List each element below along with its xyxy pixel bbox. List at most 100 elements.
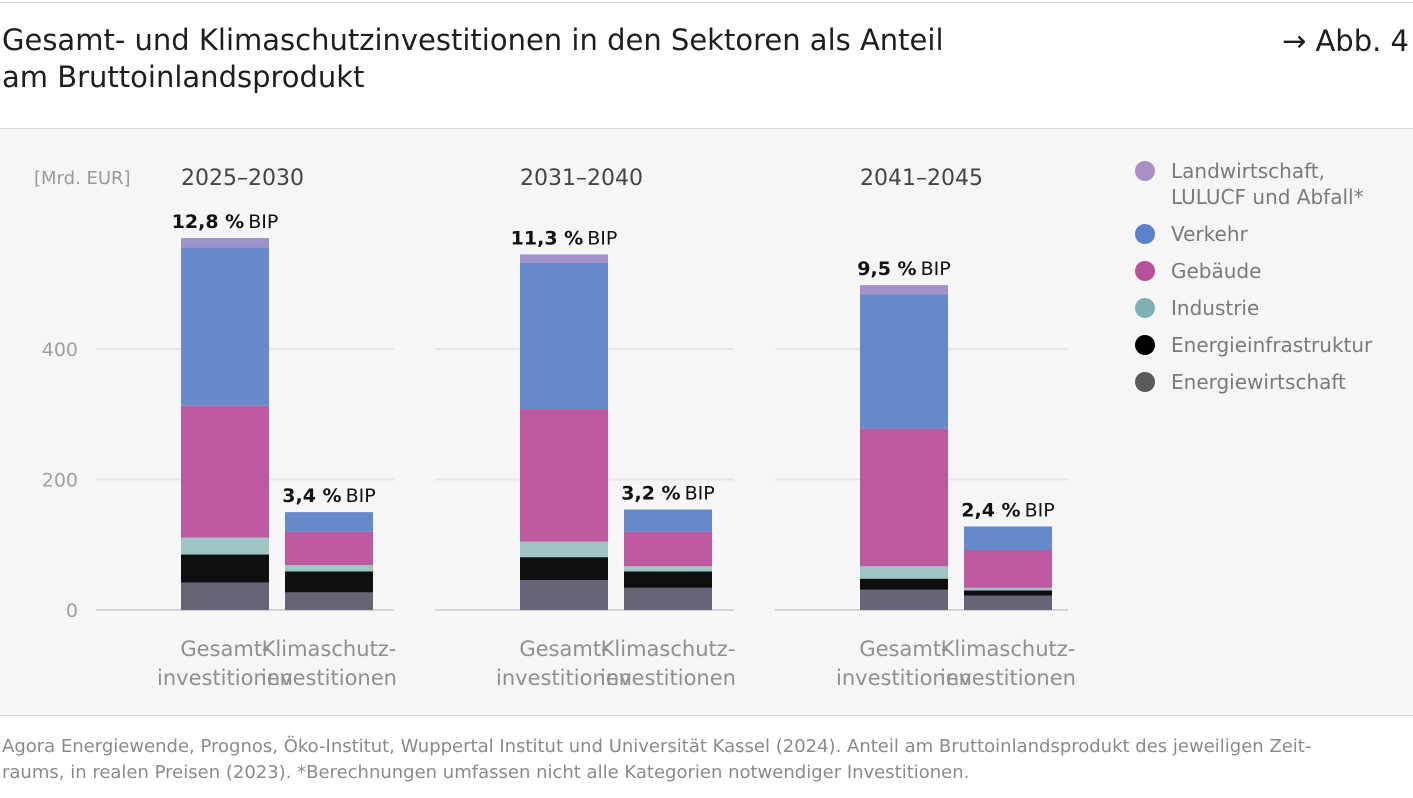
bip-label: 3,4 % BIP bbox=[282, 485, 375, 507]
x-category-label: investitionen bbox=[940, 666, 1076, 690]
x-category-label: Gesamt- bbox=[180, 637, 269, 661]
bip-value: 2,4 % bbox=[961, 499, 1020, 521]
source-footer: Agora Energiewende, Prognos, Öko-Institu… bbox=[2, 734, 1407, 786]
legend-label-line: Energieinfrastruktur bbox=[1171, 333, 1373, 357]
bar-segment-energiewirtschaft bbox=[520, 579, 608, 610]
bip-value: 3,4 % bbox=[282, 485, 341, 507]
x-category-label: Gesamt- bbox=[519, 637, 608, 661]
chart-title: Gesamt- und Klimaschutzinvestitionen in … bbox=[2, 22, 1082, 96]
bar-segment-verkehr bbox=[964, 526, 1052, 550]
bar-segment-verkehr bbox=[624, 509, 712, 532]
bar-segment-landwirtschaft bbox=[181, 238, 269, 248]
bar-segment-gebäude bbox=[624, 531, 712, 567]
x-category-label: Gesamt- bbox=[859, 637, 948, 661]
legend-item-verkehr: Verkehr bbox=[1133, 221, 1413, 247]
bip-label: 9,5 % BIP bbox=[857, 258, 950, 280]
period-label: 2025–2030 bbox=[181, 166, 304, 191]
bar-segment-energieinfrastruktur bbox=[860, 578, 948, 590]
bip-label: 11,3 % BIP bbox=[511, 227, 618, 249]
bar-segment-industrie bbox=[964, 587, 1052, 591]
bip-suffix: BIP bbox=[587, 227, 617, 249]
bar-segment-verkehr bbox=[285, 512, 373, 532]
bip-label: 3,2 % BIP bbox=[621, 483, 714, 505]
bip-value: 3,2 % bbox=[621, 483, 680, 505]
bar-segment-gebäude bbox=[520, 409, 608, 542]
bar-segment-energiewirtschaft bbox=[860, 589, 948, 610]
y-tick-label: 400 bbox=[42, 339, 78, 361]
bar-segment-verkehr bbox=[520, 262, 608, 410]
bar-segment-energiewirtschaft bbox=[624, 587, 712, 610]
legend-swatch bbox=[1135, 298, 1155, 318]
bip-value: 9,5 % bbox=[857, 258, 916, 280]
legend-label-line: Landwirtschaft, bbox=[1171, 159, 1325, 183]
bip-suffix: BIP bbox=[248, 211, 278, 233]
bar-segment-industrie bbox=[285, 564, 373, 572]
source-line-2: raums, in realen Preisen (2023). *Berech… bbox=[2, 762, 970, 783]
y-tick-label: 200 bbox=[42, 470, 78, 492]
bar-segment-verkehr bbox=[860, 294, 948, 429]
chart-title-line-2: am Bruttoinlandsprodukt bbox=[2, 60, 365, 94]
x-category-label: investitionen bbox=[836, 666, 972, 690]
bar-segment-industrie bbox=[520, 541, 608, 558]
legend-label-line: Industrie bbox=[1171, 296, 1260, 320]
chart-legend: Landwirtschaft, LULUCF und Abfall* Verkehr… bbox=[1133, 158, 1413, 406]
legend-swatch bbox=[1135, 372, 1155, 392]
bar-segment-verkehr bbox=[181, 247, 269, 406]
legend-label-line: Gebäude bbox=[1171, 259, 1262, 283]
bip-value: 11,3 % bbox=[511, 227, 584, 249]
bar-segment-landwirtschaft bbox=[520, 254, 608, 263]
x-category-label: investitionen bbox=[261, 666, 397, 690]
legend-label: Landwirtschaft, LULUCF und Abfall* bbox=[1171, 158, 1413, 210]
legend-swatch bbox=[1135, 161, 1155, 181]
bip-suffix: BIP bbox=[346, 485, 376, 507]
source-line-1: Agora Energiewende, Prognos, Öko-Institu… bbox=[2, 736, 1312, 757]
bar-segment-energiewirtschaft bbox=[285, 592, 373, 610]
x-category-label: investitionen bbox=[157, 666, 293, 690]
bip-suffix: BIP bbox=[921, 258, 951, 280]
bar-segment-energiewirtschaft bbox=[964, 595, 1052, 610]
legend-swatch bbox=[1135, 224, 1155, 244]
x-category-label: Klimaschutz- bbox=[262, 637, 397, 661]
legend-item-industrie: Industrie bbox=[1133, 295, 1413, 321]
legend-label: Energiewirtschaft bbox=[1171, 369, 1413, 395]
period-label: 2031–2040 bbox=[520, 166, 643, 191]
legend-label-line: Energiewirtschaft bbox=[1171, 370, 1346, 394]
top-rule bbox=[0, 2, 1413, 3]
chart-title-line-1: Gesamt- und Klimaschutzinvestitionen in … bbox=[2, 23, 944, 57]
bip-suffix: BIP bbox=[685, 483, 715, 505]
bar-segment-gebäude bbox=[860, 428, 948, 567]
legend-swatch bbox=[1135, 335, 1155, 355]
x-category-label: Klimaschutz- bbox=[601, 637, 736, 661]
bip-value: 12,8 % bbox=[172, 211, 245, 233]
y-tick-label: 0 bbox=[66, 600, 78, 622]
bar-segment-industrie bbox=[624, 566, 712, 572]
period-label: 2041–2045 bbox=[860, 166, 983, 191]
bip-suffix: BIP bbox=[1025, 499, 1055, 521]
bar-segment-energieinfrastruktur bbox=[520, 557, 608, 580]
bar-segment-gebäude bbox=[964, 549, 1052, 588]
legend-item-gebäude: Gebäude bbox=[1133, 258, 1413, 284]
bip-label: 2,4 % BIP bbox=[961, 499, 1054, 521]
legend-label: Gebäude bbox=[1171, 258, 1413, 284]
bar-segment-energieinfrastruktur bbox=[624, 571, 712, 588]
bar-segment-industrie bbox=[860, 566, 948, 579]
bar-segment-energieinfrastruktur bbox=[285, 571, 373, 593]
legend-label-line: LULUCF und Abfall* bbox=[1171, 185, 1364, 209]
unit-label: [Mrd. EUR] bbox=[34, 168, 131, 189]
legend-label: Verkehr bbox=[1171, 221, 1413, 247]
x-category-label: investitionen bbox=[600, 666, 736, 690]
bar-segment-gebäude bbox=[181, 405, 269, 538]
chart-panel: [Mrd. EUR] 0 200 400 2025–2030 12,8 % BIP Gesam… bbox=[0, 128, 1413, 716]
x-category-label: Klimaschutz- bbox=[941, 637, 1076, 661]
legend-item-energieinfrastruktur: Energieinfrastruktur bbox=[1133, 332, 1413, 358]
figure-reference: → Abb. 4 bbox=[1281, 24, 1409, 58]
bar-segment-landwirtschaft bbox=[860, 285, 948, 295]
bar-segment-energieinfrastruktur bbox=[964, 590, 1052, 596]
legend-swatch bbox=[1135, 261, 1155, 281]
legend-label: Energieinfrastruktur bbox=[1171, 332, 1413, 358]
x-category-label: investitionen bbox=[496, 666, 632, 690]
legend-item-landwirtschaft: Landwirtschaft, LULUCF und Abfall* bbox=[1133, 158, 1413, 210]
bar-segment-gebäude bbox=[285, 531, 373, 565]
bar-segment-energieinfrastruktur bbox=[181, 554, 269, 583]
